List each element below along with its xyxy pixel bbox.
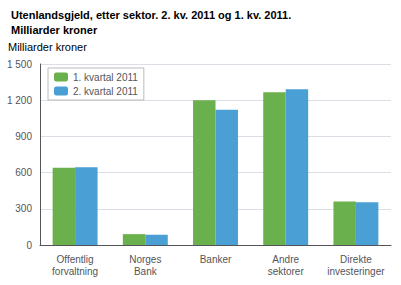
svg-text:Milliarder kroner: Milliarder kroner (8, 41, 87, 53)
svg-text:Utenlandsgjeld, etter sektor.: Utenlandsgjeld, etter sektor. 2. kv. 201… (11, 9, 291, 21)
svg-text:sektorer: sektorer (268, 266, 305, 277)
svg-text:Banker: Banker (200, 254, 232, 265)
svg-text:investeringer: investeringer (327, 266, 385, 277)
svg-text:300: 300 (15, 203, 32, 214)
svg-text:Offentlig: Offentlig (57, 254, 94, 265)
svg-text:Andre: Andre (272, 254, 299, 265)
svg-text:600: 600 (15, 167, 32, 178)
svg-text:Direkte: Direkte (340, 254, 372, 265)
svg-text:Norges: Norges (129, 254, 161, 265)
svg-text:2. kvartal 2011: 2. kvartal 2011 (73, 86, 138, 97)
svg-text:1. kvartal 2011: 1. kvartal 2011 (73, 72, 138, 83)
svg-text:Milliarder kroner: Milliarder kroner (11, 24, 98, 36)
svg-text:forvaltning: forvaltning (52, 266, 98, 277)
svg-text:1 500: 1 500 (7, 59, 32, 70)
svg-text:1 200: 1 200 (7, 95, 32, 106)
svg-text:0: 0 (26, 240, 32, 251)
svg-text:900: 900 (15, 131, 32, 142)
svg-text:Bank: Bank (134, 266, 158, 277)
